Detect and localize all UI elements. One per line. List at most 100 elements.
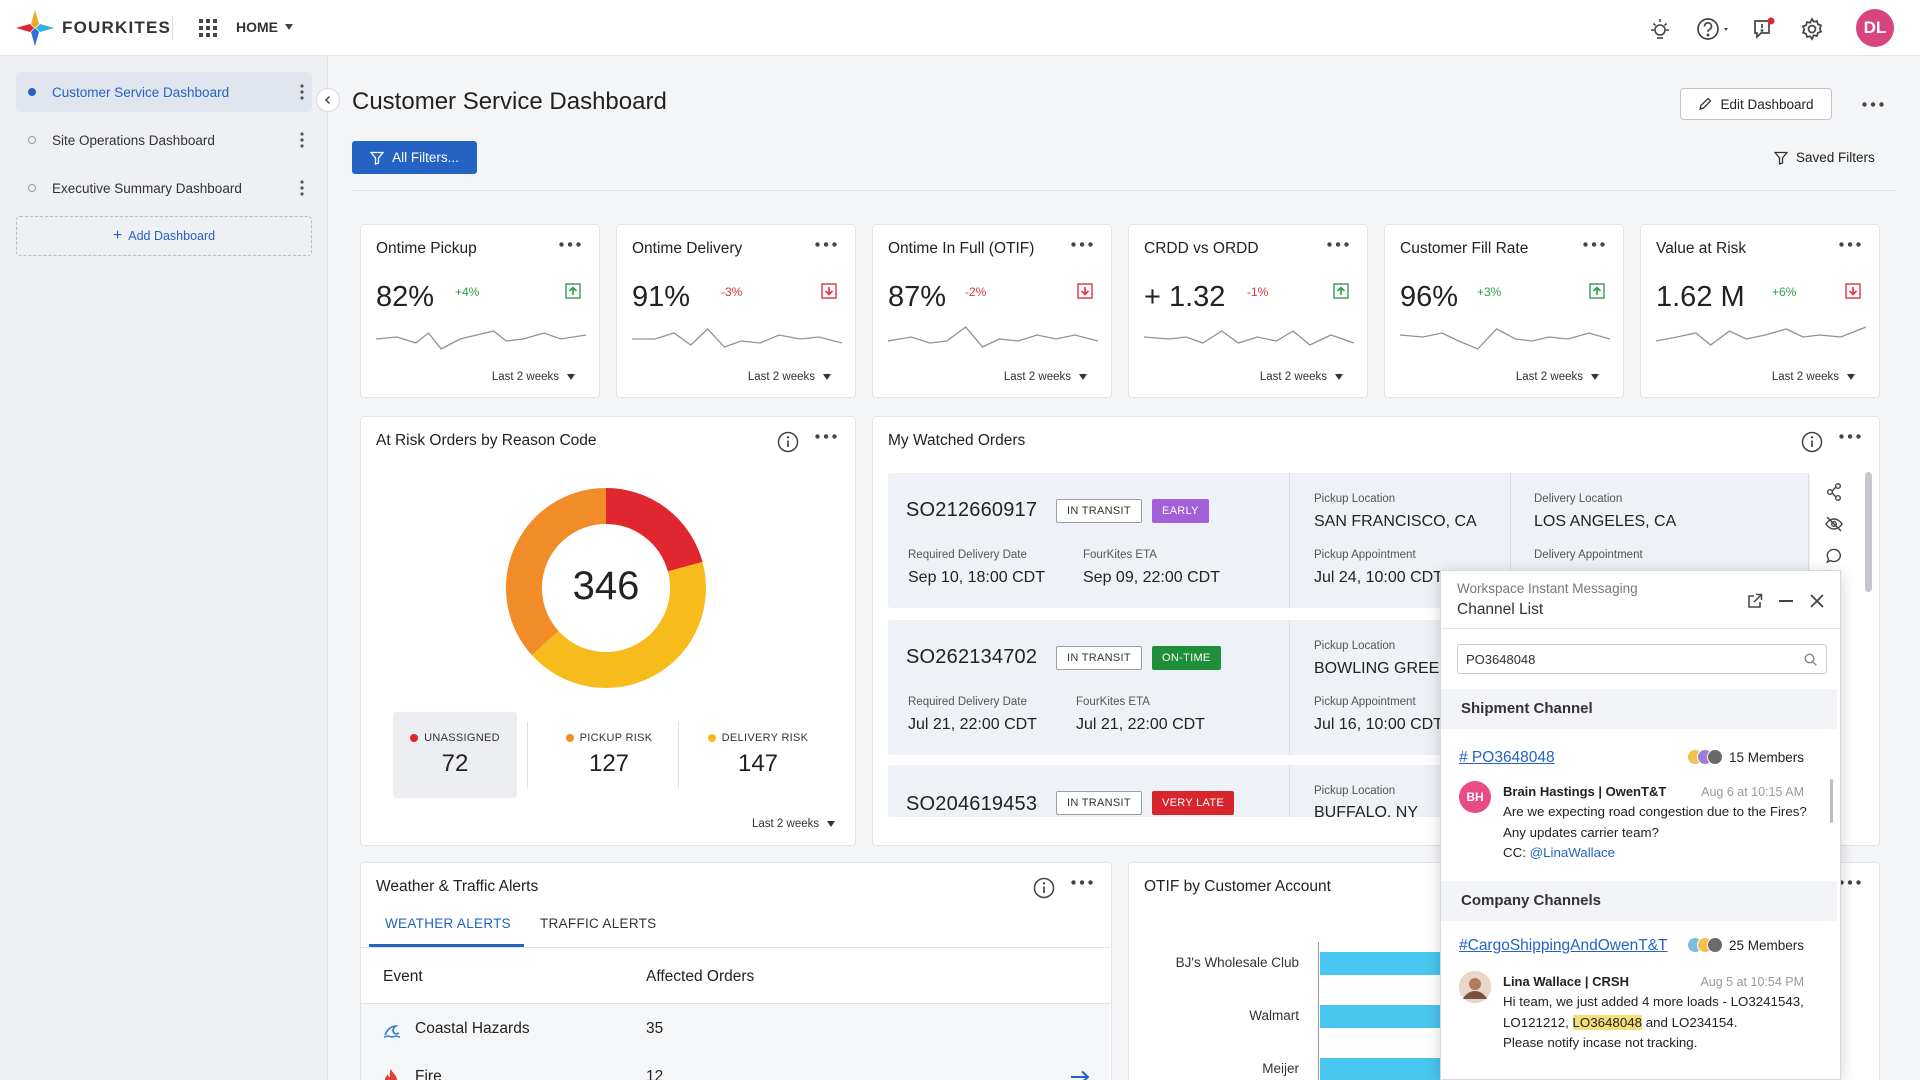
sidebar-item-customer-service[interactable]: Customer Service Dashboard xyxy=(16,72,312,112)
collapse-sidebar-button[interactable] xyxy=(316,88,340,112)
period-dropdown[interactable]: Last 2 weeks xyxy=(1260,371,1343,383)
donut-segment-unassigned[interactable] xyxy=(605,488,703,573)
search-icon[interactable] xyxy=(1804,653,1817,666)
page-title: Customer Service Dashboard xyxy=(352,88,667,115)
period-label: Last 2 weeks xyxy=(1003,371,1071,383)
filter-icon xyxy=(1774,151,1788,165)
field-value: SAN FRANCISCO, CA xyxy=(1314,513,1477,530)
kebab-menu-icon[interactable] xyxy=(300,180,304,196)
caret-down-icon xyxy=(285,24,293,30)
more-options-icon[interactable] xyxy=(815,434,837,439)
comment-icon[interactable] xyxy=(1826,548,1842,564)
period-label: Last 2 weeks xyxy=(1259,371,1327,383)
kpi-card[interactable]: CRDD vs ORDD + 1.32 -1% Last 2 weeks xyxy=(1128,224,1368,398)
more-options-icon[interactable] xyxy=(1071,242,1093,247)
scrollbar-thumb[interactable] xyxy=(1865,472,1872,592)
kpi-card[interactable]: Ontime In Full (OTIF) 87% -2% Last 2 weeks xyxy=(872,224,1112,398)
settings-gear-icon[interactable] xyxy=(1799,16,1825,42)
kpi-card[interactable]: Value at Risk 1.62 M +6% Last 2 weeks xyxy=(1640,224,1880,398)
person-photo-icon xyxy=(1459,971,1491,1003)
apps-grid-icon[interactable] xyxy=(198,18,218,38)
legend-unassigned[interactable]: UNASSIGNED 72 xyxy=(393,712,517,798)
period-dropdown[interactable]: Last 2 weeks xyxy=(1004,371,1087,383)
donut-segment-pickup-risk[interactable] xyxy=(506,488,607,656)
caret-down-icon xyxy=(823,374,831,380)
status-badge: IN TRANSIT xyxy=(1056,791,1142,815)
brand-logo[interactable]: FOURKITES xyxy=(16,10,171,46)
divider xyxy=(172,16,173,40)
home-nav-dropdown[interactable]: HOME xyxy=(236,19,294,35)
column-header-affected-orders[interactable]: Affected Orders xyxy=(646,968,755,985)
y-axis-line xyxy=(1318,942,1319,1080)
kpi-card[interactable]: Customer Fill Rate 96% +3% Last 2 weeks xyxy=(1384,224,1624,398)
donut-segment-delivery-risk[interactable] xyxy=(531,561,706,688)
period-label: Last 2 weeks xyxy=(1515,371,1583,383)
member-count[interactable]: 25 Members xyxy=(1686,937,1804,953)
table-row[interactable]: Coastal Hazards 35 xyxy=(361,1004,1110,1054)
eta-badge: EARLY xyxy=(1152,499,1209,523)
edit-dashboard-button[interactable]: Edit Dashboard xyxy=(1680,88,1832,120)
kpi-card[interactable]: Ontime Delivery 91% -3% Last 2 weeks xyxy=(616,224,856,398)
message-body: Are we expecting road congestion due to … xyxy=(1503,802,1833,864)
more-options-icon[interactable] xyxy=(1839,434,1861,439)
share-icon[interactable] xyxy=(1826,483,1842,501)
tab-weather-alerts[interactable]: WEATHER ALERTS xyxy=(385,916,511,931)
kebab-menu-icon[interactable] xyxy=(300,132,304,148)
order-id[interactable]: SO204619453 xyxy=(906,793,1038,815)
kpi-sparkline xyxy=(376,330,586,350)
tab-traffic-alerts[interactable]: TRAFFIC ALERTS xyxy=(540,916,657,931)
event-name: Fire xyxy=(415,1068,442,1080)
add-dashboard-button[interactable]: + Add Dashboard xyxy=(16,216,312,256)
mention-link[interactable]: @LinaWallace xyxy=(1529,845,1616,860)
legend-delivery-risk[interactable]: DELIVERY RISK 147 xyxy=(696,712,820,798)
otif-bar[interactable] xyxy=(1320,1005,1444,1028)
column-header-event[interactable]: Event xyxy=(383,968,423,985)
more-options-icon[interactable] xyxy=(1839,242,1861,247)
arrow-right-icon[interactable] xyxy=(1070,1070,1090,1080)
unwatch-eye-icon[interactable] xyxy=(1825,516,1843,532)
more-options-icon[interactable] xyxy=(1071,880,1093,885)
kpi-card[interactable]: Ontime Pickup 82% +4% Last 2 weeks xyxy=(360,224,600,398)
info-icon[interactable] xyxy=(1033,877,1055,899)
saved-filters-button[interactable]: Saved Filters xyxy=(1774,150,1875,165)
user-avatar[interactable]: DL xyxy=(1856,9,1894,47)
sidebar-item-site-operations[interactable]: Site Operations Dashboard xyxy=(16,120,312,160)
channel-link[interactable]: # PO3648048 xyxy=(1459,749,1555,766)
legend-pickup-risk[interactable]: PICKUP RISK 127 xyxy=(547,712,671,798)
kpi-value: 96% xyxy=(1400,281,1459,313)
otif-bar[interactable] xyxy=(1320,1058,1444,1080)
scrollbar-thumb[interactable] xyxy=(1830,779,1833,823)
more-options-icon[interactable] xyxy=(559,242,581,247)
channel-link[interactable]: #CargoShippingAndOwenT&T xyxy=(1459,937,1668,954)
info-icon[interactable] xyxy=(1801,431,1823,453)
more-options-icon[interactable] xyxy=(1862,102,1884,107)
period-dropdown[interactable]: Last 2 weeks xyxy=(1772,371,1855,383)
help-icon[interactable] xyxy=(1694,16,1734,42)
table-row[interactable]: Fire 12 xyxy=(361,1054,1110,1080)
all-filters-button[interactable]: All Filters... xyxy=(352,141,477,174)
period-dropdown[interactable]: Last 2 weeks xyxy=(752,818,836,830)
channel-search-input[interactable]: PO3648048 xyxy=(1457,644,1827,674)
period-dropdown[interactable]: Last 2 weeks xyxy=(748,371,831,383)
info-icon[interactable] xyxy=(777,431,799,453)
order-id[interactable]: SO212660917 xyxy=(906,499,1038,521)
period-dropdown[interactable]: Last 2 weeks xyxy=(492,371,575,383)
kebab-menu-icon[interactable] xyxy=(300,84,304,100)
close-icon[interactable] xyxy=(1810,594,1824,608)
more-options-icon[interactable] xyxy=(1583,242,1605,247)
minimize-icon[interactable] xyxy=(1779,600,1793,603)
member-count[interactable]: 15 Members xyxy=(1686,749,1804,765)
more-options-icon[interactable] xyxy=(1327,242,1349,247)
brightness-icon[interactable] xyxy=(1647,16,1673,42)
otif-bar[interactable] xyxy=(1320,952,1444,975)
notifications-icon[interactable] xyxy=(1751,16,1777,42)
trend-down-icon xyxy=(1077,283,1093,299)
more-options-icon[interactable] xyxy=(1839,880,1861,885)
order-id[interactable]: SO262134702 xyxy=(906,646,1038,668)
sidebar-item-executive-summary[interactable]: Executive Summary Dashboard xyxy=(16,168,312,208)
message-line: Any updates carrier team? xyxy=(1503,824,1659,840)
period-dropdown[interactable]: Last 2 weeks xyxy=(1516,371,1599,383)
affected-count: 12 xyxy=(646,1068,664,1080)
pop-out-icon[interactable] xyxy=(1747,593,1763,609)
more-options-icon[interactable] xyxy=(815,242,837,247)
